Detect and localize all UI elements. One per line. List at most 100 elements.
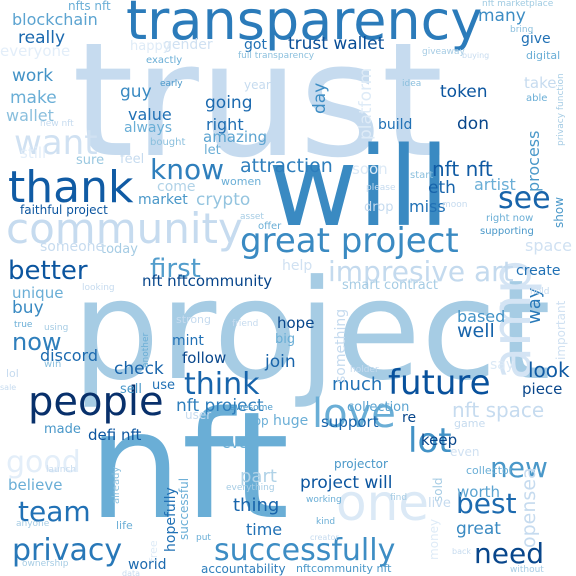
word-buying: buying <box>462 51 490 60</box>
word-something: something <box>333 308 349 383</box>
word-everyone: everyone <box>0 42 71 60</box>
word-take: take <box>524 74 557 92</box>
word-trust: trust <box>72 9 444 193</box>
word-love: love <box>312 391 396 437</box>
word-trust-wallet: trust wallet <box>288 34 385 54</box>
word-even: even <box>450 445 480 459</box>
word-early: early <box>160 79 183 89</box>
word-supporting: supporting <box>480 226 534 237</box>
word-collection: collection <box>347 400 410 415</box>
word-think: think <box>184 367 260 402</box>
word-great: great <box>456 519 501 539</box>
word-awesome: awesome <box>230 403 273 413</box>
word-re: re <box>402 410 417 426</box>
word-looking: looking <box>82 283 115 293</box>
word-today: today <box>101 242 138 257</box>
word-game: game <box>454 417 486 430</box>
word-anyone: anyone <box>16 519 50 529</box>
word-don: don <box>457 114 489 134</box>
word-soon: soon <box>352 160 388 178</box>
word-see: see <box>498 181 551 216</box>
word-day: day <box>310 82 330 114</box>
word-kind: kind <box>316 517 336 527</box>
word-need: need <box>474 537 544 570</box>
word-sale: sale <box>0 383 17 392</box>
word-space: space <box>525 236 572 255</box>
word-many: many <box>478 6 526 26</box>
word-life: life <box>116 519 133 532</box>
word-check: check <box>114 359 164 379</box>
word-full-transparency: full transparency <box>238 51 315 61</box>
word-still: still <box>20 144 47 162</box>
word-mint: mint <box>172 333 204 349</box>
word-moon: moon <box>442 200 468 210</box>
word-community: community <box>6 204 243 253</box>
word-lol: lol <box>6 367 19 380</box>
word-hold: hold <box>530 287 550 297</box>
word-nft-space: nft space <box>452 398 545 422</box>
word-good: good <box>6 445 81 480</box>
word-worth: worth <box>457 483 501 501</box>
word-part: part <box>240 466 277 487</box>
word-transparency: transparency <box>126 0 483 52</box>
word-exactly: exactly <box>146 55 183 66</box>
word-holder: holder <box>350 365 379 375</box>
word-got: got <box>244 37 267 53</box>
word-thank: thank <box>8 162 134 213</box>
word-free: free <box>147 540 160 562</box>
word-win: win <box>44 359 62 370</box>
word-help: help <box>282 258 313 274</box>
word-nft-nft: nft nft <box>432 157 493 181</box>
word-already: already <box>111 466 122 504</box>
word-attraction: attraction <box>240 155 333 177</box>
word-token: token <box>440 82 488 102</box>
word-best: best <box>456 487 517 520</box>
word-bought: bought <box>150 137 186 148</box>
word-make: make <box>10 88 57 108</box>
word-future: future <box>388 363 491 403</box>
word-artist: artist <box>474 175 516 194</box>
word-wallet: wallet <box>6 106 54 125</box>
word-give: give <box>521 31 551 47</box>
word-project: project <box>72 250 551 411</box>
word-use: use <box>152 378 176 393</box>
word-nfts-nft: nfts nft <box>68 0 111 13</box>
word-project-will: project will <box>300 473 393 493</box>
word-one: one <box>336 474 430 532</box>
word-will: will <box>268 123 450 251</box>
word-successful: successful <box>177 477 191 540</box>
word-now: now <box>12 328 62 356</box>
word-live: live <box>428 496 451 511</box>
word-new: new <box>490 451 548 484</box>
word-market: market <box>138 192 188 208</box>
word-giveaway: giveaway <box>422 47 465 57</box>
word-drop: drop <box>364 200 394 215</box>
word-blockchain: blockchain <box>12 10 98 29</box>
word-hopefully: hopefully <box>163 487 179 552</box>
word-bring: bring <box>510 25 534 35</box>
word-please: please <box>366 183 396 193</box>
word-asset: asset <box>240 212 264 222</box>
word-follow: follow <box>182 349 227 367</box>
word-believe: believe <box>8 476 63 494</box>
word-eth: eth <box>428 178 456 198</box>
word-based: based <box>457 307 506 326</box>
word-ownership: ownership <box>22 559 69 569</box>
word-great-project: great project <box>240 221 459 261</box>
word-want: want <box>14 123 98 163</box>
word-launch: launch <box>46 465 77 475</box>
word-always: always <box>124 120 173 136</box>
word-lot: lot <box>408 421 452 461</box>
word-platform: platform <box>356 67 376 140</box>
word-thing: thing <box>233 495 280 516</box>
word-buy: buy <box>12 298 44 318</box>
word-someone: someone <box>40 239 105 255</box>
word-working: working <box>306 495 342 505</box>
word-top: top <box>249 414 269 428</box>
word-made: made <box>44 422 81 437</box>
word-women: women <box>221 175 262 188</box>
word-year: year <box>244 78 271 92</box>
word-put: put <box>196 533 211 543</box>
word-hope: hope <box>277 314 315 332</box>
